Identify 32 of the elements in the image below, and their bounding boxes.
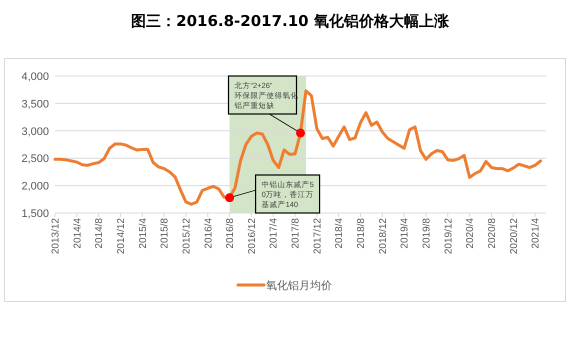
x-tick-label: 2018/12 bbox=[378, 218, 389, 254]
y-tick-label: 2,000 bbox=[21, 180, 49, 193]
y-tick-label: 2,500 bbox=[21, 153, 49, 166]
legend: 氧化铝月均价 bbox=[236, 280, 332, 292]
x-tick-label: 2017/12 bbox=[312, 218, 324, 254]
x-tick-label: 2016/12 bbox=[246, 218, 258, 254]
chart-title: 图三：2016.8-2017.10 氧化铝价格大幅上涨 bbox=[131, 12, 450, 30]
x-tick-label: 2016/4 bbox=[203, 218, 214, 249]
x-tick-label: 2014/12 bbox=[116, 218, 127, 254]
x-tick-label: 2015/4 bbox=[138, 218, 149, 249]
x-tick-label: 2013/12 bbox=[50, 218, 62, 254]
x-tick-label: 2018/8 bbox=[356, 218, 368, 249]
y-tick-label: 1,500 bbox=[21, 208, 49, 220]
y-tick-label: 3,500 bbox=[21, 98, 49, 110]
x-tick-label: 2014/4 bbox=[72, 218, 84, 249]
y-tick-label: 3,000 bbox=[21, 126, 49, 138]
x-tick-label: 2019/4 bbox=[400, 218, 411, 249]
x-tick-label: 2015/12 bbox=[181, 218, 192, 254]
y-tick-label: 4,000 bbox=[21, 71, 49, 83]
x-tick-label: 2019/8 bbox=[421, 218, 432, 249]
x-tick-label: 2016/8 bbox=[225, 218, 236, 249]
legend-label: 氧化铝月均价 bbox=[266, 280, 332, 292]
x-tick-label: 2020/4 bbox=[465, 218, 476, 249]
x-tick-label: 2020/8 bbox=[486, 218, 498, 249]
x-tick-label: 2017/8 bbox=[290, 218, 302, 249]
x-tick-label: 2017/4 bbox=[268, 218, 280, 249]
x-tick-label: 2021/4 bbox=[530, 218, 542, 249]
x-tick-label: 2020/12 bbox=[508, 218, 520, 254]
x-tick-label: 2019/12 bbox=[443, 218, 454, 254]
x-tick-label: 2015/8 bbox=[160, 218, 171, 249]
x-tick-label: 2014/8 bbox=[94, 218, 106, 249]
x-tick-label: 2018/4 bbox=[334, 218, 346, 249]
